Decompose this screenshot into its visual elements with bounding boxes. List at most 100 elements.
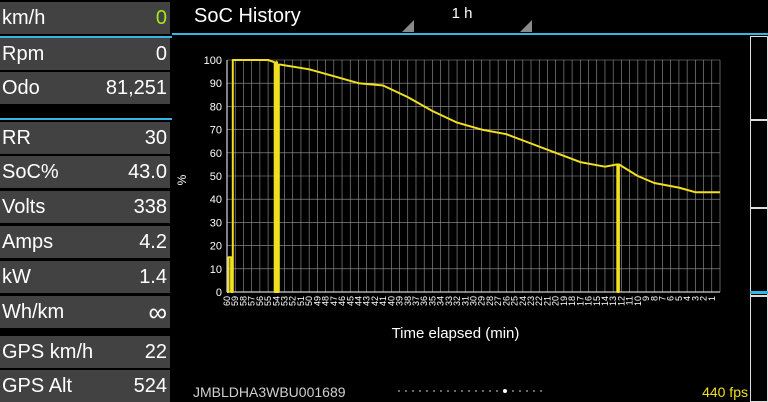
top-bar: SoC History 1 h [172, 0, 768, 34]
metric-row-volts[interactable]: Volts 338 [0, 191, 170, 223]
x-tick-label: 1 [707, 296, 717, 301]
page-dot[interactable] [533, 390, 535, 392]
page-dot[interactable] [447, 390, 449, 392]
group-divider [0, 36, 172, 38]
x-tick-label: 27 [493, 296, 503, 306]
y-tick-label: 100 [204, 55, 222, 67]
y-tick-label: 70 [210, 125, 222, 137]
page-dot[interactable] [503, 389, 507, 393]
x-tick-label: 36 [419, 296, 429, 306]
scroll-handle[interactable] [750, 291, 768, 294]
x-tick-label: 38 [403, 296, 413, 306]
x-tick-label: 48 [321, 296, 331, 306]
right-scroll-strip[interactable] [748, 36, 768, 402]
page-dot[interactable] [482, 390, 484, 392]
metric-label: Amps [2, 230, 54, 253]
page-dot[interactable] [398, 390, 400, 392]
page-dot[interactable] [405, 390, 407, 392]
page-dot[interactable] [419, 390, 421, 392]
metric-row-wh-km[interactable]: Wh/km ∞ [0, 296, 170, 328]
page-dot[interactable] [461, 390, 463, 392]
y-tick-label: 40 [210, 194, 222, 206]
strip-segment [750, 120, 768, 208]
header-divider [172, 33, 768, 35]
metric-row-amps[interactable]: Amps 4.2 [0, 226, 170, 258]
page-dot[interactable] [468, 390, 470, 392]
x-tick-label: 43 [362, 296, 372, 306]
metric-value: 81,251 [105, 76, 167, 99]
page-dot[interactable] [540, 390, 542, 392]
x-tick-label: 35 [427, 296, 437, 306]
x-tick-label: 55 [263, 296, 273, 306]
x-tick-label: 3 [690, 296, 700, 301]
metric-row-km-h[interactable]: km/h 0 [0, 2, 170, 34]
x-tick-label: 11 [625, 296, 635, 305]
strip-segment [750, 36, 768, 120]
metric-label: kW [2, 265, 31, 288]
x-tick-label: 34 [436, 296, 446, 306]
x-tick-label: 20 [551, 296, 561, 306]
x-tick-label: 24 [518, 296, 528, 306]
x-tick-label: 49 [312, 296, 322, 306]
metric-label: km/h [2, 6, 46, 29]
x-tick-label: 39 [395, 296, 405, 306]
x-tick-label: 4 [682, 296, 692, 301]
page-dot[interactable] [440, 390, 442, 392]
metric-label: Rpm [2, 42, 45, 65]
y-tick-label: 60 [210, 148, 222, 160]
x-tick-label: 33 [444, 296, 454, 306]
metric-row-odo[interactable]: Odo 81,251 [0, 72, 170, 104]
page-dot[interactable] [433, 390, 435, 392]
page-dot[interactable] [412, 390, 414, 392]
x-tick-label: 15 [592, 296, 602, 306]
x-tick-label: 10 [633, 296, 643, 306]
metric-value: 30 [144, 126, 167, 149]
soc-chart[interactable]: 60 59 58 57 56 55 54 53 52 51 50 49 48 47 46 45 44 43 42 41… [172, 36, 748, 384]
range-dropdown-indicator[interactable] [520, 20, 532, 32]
x-tick-label: 25 [510, 296, 520, 306]
metric-row-gps-alt[interactable]: GPS Alt 524 [0, 370, 170, 402]
x-tick-label: 13 [608, 296, 618, 306]
metric-value: ∞ [148, 296, 167, 327]
metric-value: 1.4 [139, 265, 167, 288]
y-tick-label: 20 [210, 241, 222, 253]
soc-chart-svg: 6059585756555453525150494847464544434241… [175, 55, 721, 342]
metric-value: 338 [133, 195, 167, 218]
x-tick-label: 2 [699, 296, 709, 301]
x-tick-label: 41 [378, 296, 388, 306]
x-tick-label: 47 [329, 296, 339, 306]
x-tick-label: 26 [501, 296, 511, 306]
x-tick-label: 28 [485, 296, 495, 306]
fps-counter: 440 fps [702, 384, 748, 400]
page-dot[interactable] [512, 390, 514, 392]
metric-row-soc[interactable]: SoC% 43.0 [0, 156, 170, 188]
metric-value: 43.0 [128, 160, 167, 183]
page-dot[interactable] [496, 390, 498, 392]
x-tick-label: 32 [452, 296, 462, 306]
page-dot[interactable] [475, 390, 477, 392]
metric-label: GPS Alt [2, 374, 73, 397]
page-indicator[interactable] [398, 385, 542, 393]
metric-label: Wh/km [2, 300, 65, 323]
page-title: SoC History [194, 5, 301, 27]
metric-row-rr[interactable]: RR 30 [0, 122, 170, 154]
page-dot[interactable] [454, 390, 456, 392]
page-dot[interactable] [526, 390, 528, 392]
x-tick-label: 44 [353, 296, 363, 306]
page-dot[interactable] [519, 390, 521, 392]
metric-row-kw[interactable]: kW 1.4 [0, 261, 170, 293]
x-tick-label: 51 [296, 296, 306, 306]
x-tick-label: 7 [657, 296, 667, 301]
y-tick-label: 0 [216, 287, 222, 299]
page-dot[interactable] [489, 390, 491, 392]
x-tick-label: 21 [542, 296, 552, 306]
page-dot[interactable] [426, 390, 428, 392]
metric-row-rpm[interactable]: Rpm 0 [0, 38, 170, 70]
time-range-selector[interactable]: 1 h [451, 5, 473, 22]
title-dropdown-indicator[interactable] [402, 20, 414, 32]
vin-label: JMBLDHA3WBU001689 [193, 384, 346, 400]
metric-row-gps-km-h[interactable]: GPS km/h 22 [0, 336, 170, 368]
x-tick-label: 31 [460, 296, 470, 306]
y-tick-label: 80 [210, 101, 222, 113]
y-tick-label: 10 [210, 264, 222, 276]
